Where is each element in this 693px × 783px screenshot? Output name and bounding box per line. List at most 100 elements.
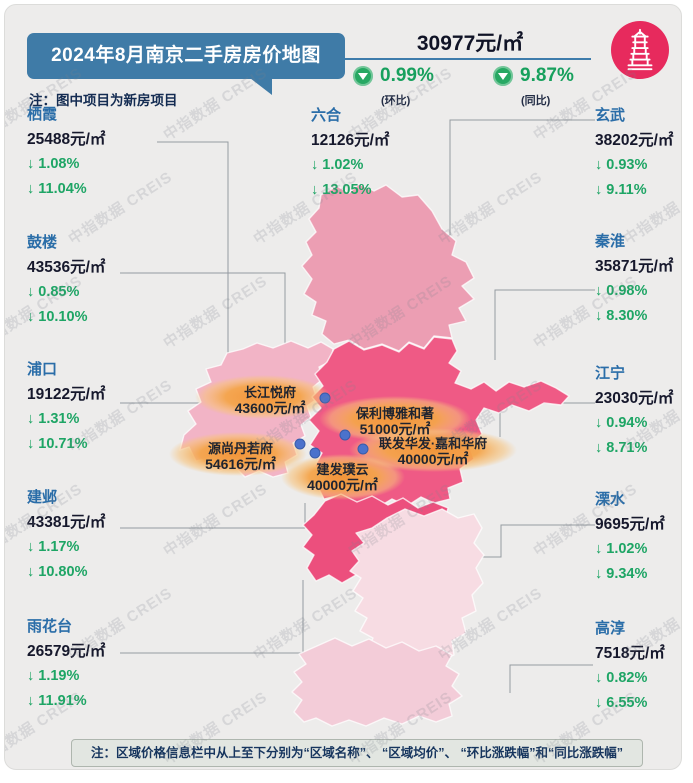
district-price: 38202元/㎡: [595, 132, 674, 149]
district-mom-change: ↓ 0.82%: [595, 670, 648, 686]
leader-line: [120, 272, 286, 360]
district-price: 19122元/㎡: [27, 386, 106, 403]
infographic-panel: 2024年8月南京二手房房价地图 注：图中项目为新房项目 30977元/㎡ 0.…: [4, 4, 682, 770]
title-bubble: 2024年8月南京二手房房价地图: [27, 33, 345, 79]
district-block-gaochun: 高淳 7518元/㎡ ↓ 0.82% ↓ 6.55%: [595, 620, 693, 712]
district-block-gulou: 鼓楼 43536元/㎡ ↓ 0.85% ↓ 10.10%: [27, 234, 152, 326]
leader-line: [449, 119, 595, 235]
district-yoy-change: ↓ 10.10%: [27, 309, 88, 325]
district-yoy-change: ↓ 10.80%: [27, 564, 88, 580]
mom-stat: 0.99% (环比): [353, 65, 473, 108]
district-name: 六合: [311, 107, 342, 124]
project-highlight: [195, 375, 331, 419]
page-title: 2024年8月南京二手房房价地图: [51, 45, 321, 66]
pagoda-icon: [627, 28, 653, 71]
district-name: 秦淮: [595, 233, 626, 250]
divider-line: [343, 58, 591, 60]
logo-badge: [611, 21, 669, 79]
project-dots: [294, 392, 369, 459]
district-name: 玄武: [595, 107, 626, 124]
down-arrow-icon: [493, 66, 513, 86]
district-yoy-change: ↓ 9.11%: [595, 182, 647, 198]
district-block-qixia: 栖霞 25488元/㎡ ↓ 1.08% ↓ 11.04%: [27, 106, 152, 198]
district-mom-change: ↓ 0.93%: [595, 157, 648, 173]
district-mom-change: ↓ 1.08%: [27, 156, 80, 172]
nanjing-map: [120, 119, 595, 727]
footer-note: 注：区域价格信息栏中从上至下分别为“区域名称”、 “区域均价”、 “环比涨跌幅”…: [71, 739, 643, 767]
district-block-yuhuatai: 雨花台 26579元/㎡ ↓ 1.19% ↓ 11.91%: [27, 618, 152, 710]
district-block-luhe: 六合 12126元/㎡ ↓ 1.02% ↓ 13.05%: [311, 107, 436, 199]
yoy-change-value: 9.87%: [520, 65, 574, 86]
yoy-stat: 9.87% (同比): [493, 65, 613, 108]
project-price: 40000元/㎡: [307, 477, 378, 493]
district-mom-change: ↓ 1.19%: [27, 668, 80, 684]
project-label-changjiangyuefu: 长江悦府 43600元/㎡: [200, 385, 340, 416]
district-block-qinhuai: 秦淮 35871元/㎡ ↓ 0.98% ↓ 8.30%: [595, 233, 693, 325]
district-name: 高淳: [595, 620, 626, 637]
project-name: 建发璞云: [316, 462, 369, 477]
mom-change-value: 0.99%: [380, 65, 434, 86]
project-label-jianfapuyun: 建发璞云 40000元/㎡: [275, 462, 410, 493]
down-arrow-icon: [353, 66, 373, 86]
district-name: 建邺: [27, 489, 58, 506]
district-name: 江宁: [595, 365, 626, 382]
district-yoy-change: ↓ 11.04%: [27, 181, 87, 197]
district-name: 栖霞: [27, 106, 58, 123]
project-name: 长江悦府: [243, 385, 296, 400]
district-price: 7518元/㎡: [595, 645, 665, 662]
district-name: 鼓楼: [27, 234, 58, 251]
project-dot: [319, 392, 331, 404]
project-label-yuanshangdanruofu: 源尚丹若府 54616元/㎡: [168, 441, 313, 472]
district-yoy-change: ↓ 9.34%: [595, 566, 648, 582]
project-dot: [357, 443, 369, 455]
map-region-gaochun: [291, 637, 463, 727]
district-yoy-change: ↓ 13.05%: [311, 182, 372, 198]
district-block-xuanwu: 玄武 38202元/㎡ ↓ 0.93% ↓ 9.11%: [595, 107, 693, 199]
leader-line: [509, 664, 593, 693]
district-price: 12126元/㎡: [311, 132, 390, 149]
district-price: 9695元/㎡: [595, 516, 665, 533]
district-name: 雨花台: [27, 618, 73, 635]
project-highlight: [281, 454, 405, 500]
leader-line: [157, 141, 229, 353]
district-mom-change: ↓ 1.31%: [27, 411, 80, 427]
project-price: 40000元/㎡: [397, 451, 469, 467]
yoy-change-label: (同比): [521, 95, 551, 107]
project-dot: [339, 429, 351, 441]
district-block-jiangning: 江宁 23030元/㎡ ↓ 0.94% ↓ 8.71%: [595, 365, 693, 457]
district-mom-change: ↓ 0.85%: [27, 284, 80, 300]
project-highlights: [169, 375, 517, 500]
district-block-lishui: 溧水 9695元/㎡ ↓ 1.02% ↓ 9.34%: [595, 491, 693, 583]
district-block-pukou: 浦口 19122元/㎡ ↓ 1.31% ↓ 10.71%: [27, 361, 152, 453]
project-name: 源尚丹若府: [207, 441, 273, 456]
leader-line: [499, 402, 595, 437]
project-label-baoliboyahezhu: 保利博雅和著 51000元/㎡: [317, 406, 473, 437]
district-yoy-change: ↓ 8.30%: [595, 308, 648, 324]
project-price: 54616元/㎡: [205, 456, 276, 472]
leader-line: [494, 289, 595, 360]
district-name: 溧水: [595, 491, 626, 508]
project-highlight: [169, 432, 307, 476]
project-highlight: [349, 428, 517, 472]
project-dot: [309, 447, 321, 459]
district-yoy-change: ↓ 6.55%: [595, 695, 648, 711]
city-average-price: 30977元/㎡: [416, 32, 524, 55]
project-name: 保利博雅和著: [355, 406, 434, 421]
district-price: 26579元/㎡: [27, 643, 106, 660]
map-region-luhe: [301, 183, 475, 352]
district-mom-change: ↓ 0.98%: [595, 283, 648, 299]
project-dot: [294, 438, 306, 450]
project-price: 51000元/㎡: [359, 421, 431, 437]
district-price: 43381元/㎡: [27, 514, 106, 531]
district-name: 浦口: [27, 361, 58, 378]
district-yoy-change: ↓ 10.71%: [27, 436, 88, 452]
district-price: 43536元/㎡: [27, 259, 106, 276]
district-mom-change: ↓ 1.02%: [595, 541, 648, 557]
district-mom-change: ↓ 1.17%: [27, 539, 80, 555]
district-mom-change: ↓ 0.94%: [595, 415, 648, 431]
district-yoy-change: ↓ 11.91%: [27, 693, 87, 709]
district-block-jianye: 建邺 43381元/㎡ ↓ 1.17% ↓ 10.80%: [27, 489, 152, 581]
district-yoy-change: ↓ 8.71%: [595, 440, 648, 456]
project-price: 43600元/㎡: [234, 400, 306, 416]
title-bubble-tail: [250, 78, 272, 95]
